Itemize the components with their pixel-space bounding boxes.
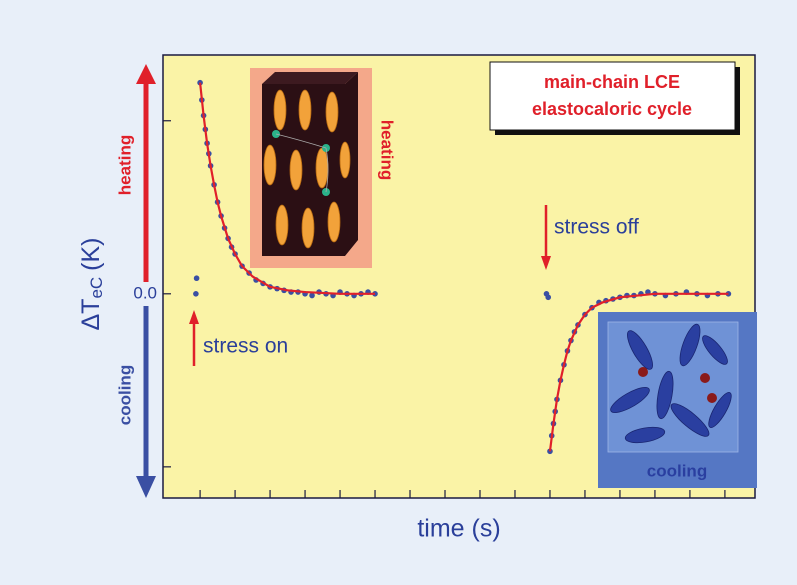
stress-off-label: stress off	[554, 216, 639, 239]
inset-cooling-label: cooling	[647, 461, 707, 480]
inset-cooling	[598, 312, 757, 488]
inset-heating	[250, 68, 372, 268]
chart-title: main-chain LCE	[544, 72, 680, 92]
chart-title: elastocaloric cycle	[532, 99, 692, 119]
x-axis-label: time (s)	[417, 515, 500, 543]
data-point	[309, 292, 315, 299]
stress-off-arrow-head	[541, 256, 551, 270]
y-label-sub: eC	[87, 277, 106, 299]
y-label-main: ΔT	[77, 299, 105, 331]
y-axis-label: ΔTeC (K)	[77, 237, 107, 330]
data-point	[193, 291, 199, 297]
heating-label: heating	[115, 135, 134, 195]
y-label-unit: (K)	[77, 237, 105, 270]
cooling-label: cooling	[115, 365, 134, 425]
y-tick-label: 0.0	[133, 283, 157, 302]
stress-on-label: stress on	[203, 335, 288, 358]
data-point	[545, 294, 552, 301]
cooling-arrow-head	[136, 476, 156, 498]
stress-on-arrow-head	[189, 310, 199, 324]
inset-heating-label: heating	[378, 120, 397, 180]
heating-arrow-head	[136, 64, 156, 84]
title-box	[489, 61, 736, 131]
fit-line	[198, 82, 729, 452]
data-point	[193, 275, 200, 282]
